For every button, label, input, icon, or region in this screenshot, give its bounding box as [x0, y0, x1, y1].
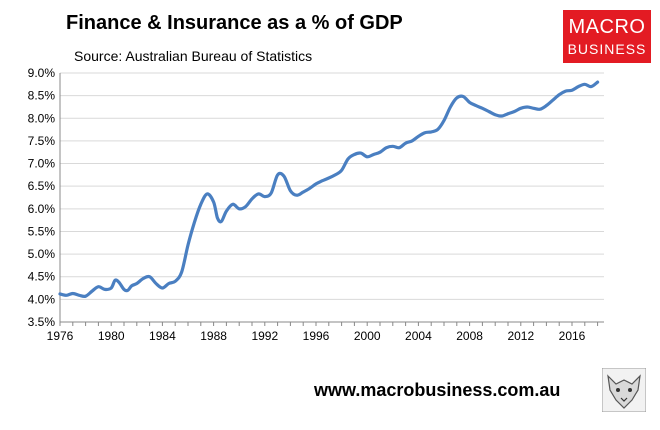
- macrobusiness-logo[interactable]: MACRO BUSINESS: [563, 10, 651, 63]
- y-tick-label: 8.5%: [28, 89, 56, 103]
- x-tick-label: 2000: [354, 329, 381, 343]
- x-tick-label: 1984: [149, 329, 176, 343]
- y-tick-label: 6.5%: [28, 179, 56, 193]
- y-tick-label: 5.0%: [28, 247, 56, 261]
- x-tick-label: 1980: [98, 329, 125, 343]
- y-tick-label: 7.5%: [28, 134, 56, 148]
- x-tick-label: 1976: [47, 329, 74, 343]
- y-tick-label: 9.0%: [28, 66, 56, 80]
- chart-subtitle: Source: Australian Bureau of Statistics: [74, 48, 313, 64]
- wolf-mascot-icon: [602, 368, 646, 412]
- y-tick-label: 4.0%: [28, 292, 56, 306]
- logo-line-1: MACRO: [568, 16, 646, 38]
- x-tick-label: 1992: [251, 329, 278, 343]
- axes: [59, 73, 604, 323]
- series-group: [58, 80, 600, 299]
- series-line: [58, 80, 600, 299]
- y-tick-label: 5.5%: [28, 224, 56, 238]
- logo-line-2: BUSINESS: [567, 41, 647, 57]
- x-tick-label: 2008: [456, 329, 483, 343]
- y-tick-label: 8.0%: [28, 111, 56, 125]
- x-tick-label: 2012: [507, 329, 534, 343]
- x-tick-label: 2016: [559, 329, 586, 343]
- y-tick-label: 7.0%: [28, 157, 56, 171]
- y-tick-label: 6.0%: [28, 202, 56, 216]
- y-axis-ticks: 3.5% 4.0% 4.5% 5.0% 5.5% 6.0% 6.5% 7.0% 7.5% 8.0%…: [28, 66, 56, 329]
- footer-url-link[interactable]: www.macrobusiness.com.au: [314, 380, 561, 400]
- x-tick-label: 2004: [405, 329, 432, 343]
- x-axis-ticks: 1976 1980 1984 1988 1992 1996 2000 2004 2008 2012…: [47, 322, 599, 343]
- x-tick-label: 1996: [303, 329, 330, 343]
- grid-lines: [60, 72, 604, 300]
- chart-title: Finance & Insurance as a % of GDP: [66, 12, 403, 34]
- y-tick-label: 4.5%: [28, 270, 56, 284]
- x-tick-label: 1988: [200, 329, 227, 343]
- y-tick-label: 3.5%: [28, 315, 56, 329]
